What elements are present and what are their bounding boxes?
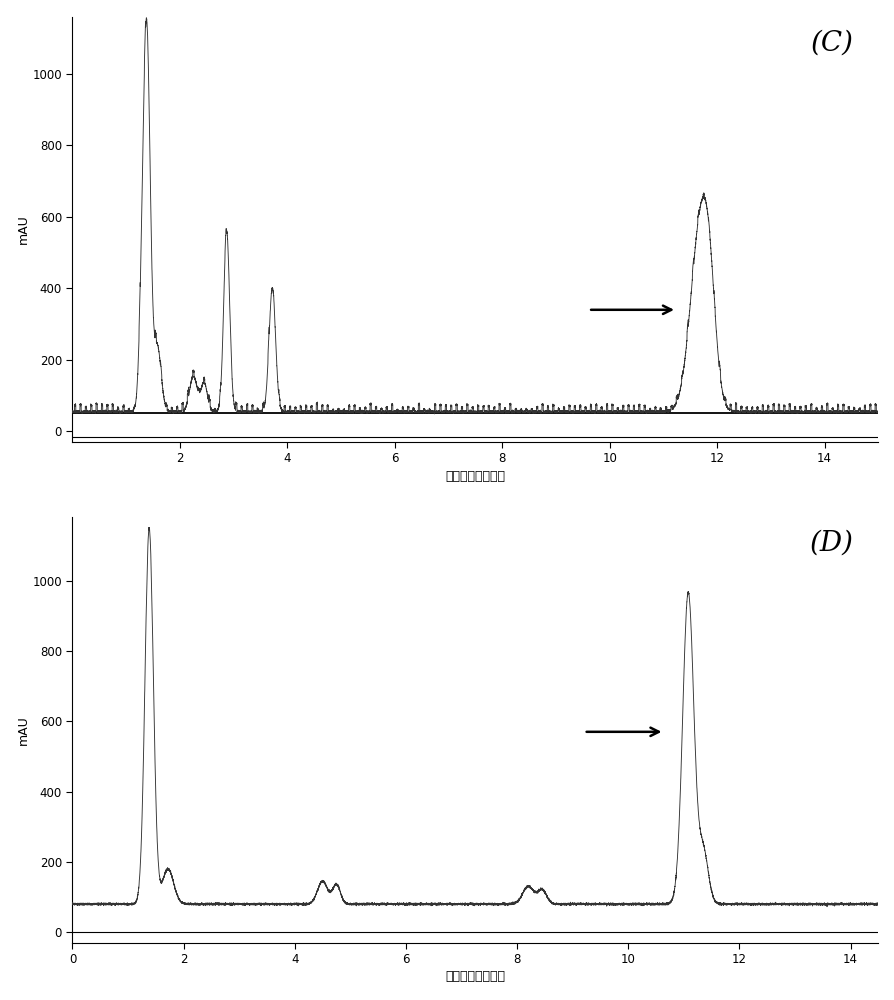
X-axis label: 保留时间（分钟）: 保留时间（分钟） xyxy=(445,970,505,983)
Y-axis label: mAU: mAU xyxy=(17,214,30,244)
X-axis label: 保留时间（分钟）: 保留时间（分钟） xyxy=(445,470,505,483)
Y-axis label: mAU: mAU xyxy=(17,715,30,745)
Text: (D): (D) xyxy=(809,530,853,557)
Text: (C): (C) xyxy=(810,29,853,56)
